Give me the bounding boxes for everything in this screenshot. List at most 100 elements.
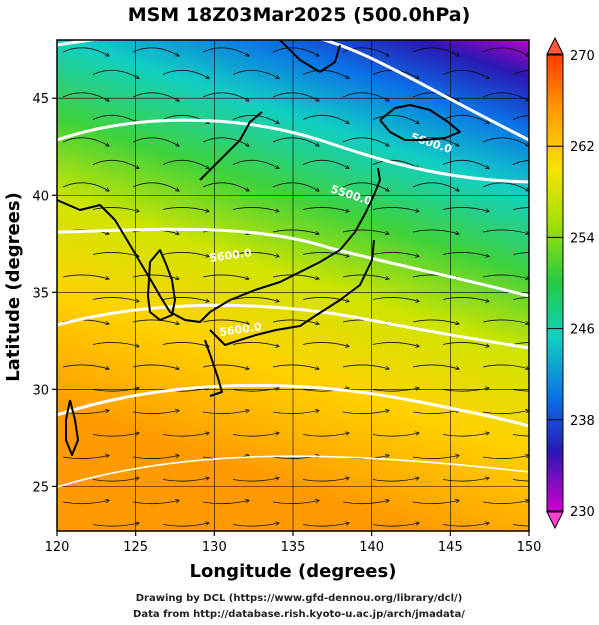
wind-streamline [442,478,489,482]
coastlines [57,40,461,456]
wind-streamline [412,229,459,234]
wind-streamline [302,433,349,437]
wind-streamline [372,388,419,392]
x-tick-label: 140 [359,540,384,555]
wind-streamline [92,297,139,301]
wind-streamline [412,92,459,101]
x-axis: 120 125 130 135 140 145 150 [45,531,542,555]
wind-streamline [482,182,529,191]
wind-streamline [302,114,349,123]
wind-streamline [482,274,529,279]
wind-streamline [482,410,529,415]
wind-streamline [302,207,349,211]
wind-streamline [62,137,109,146]
y-axis: 25 30 35 40 45 [32,92,57,495]
wind-streamlines [62,47,529,527]
wind-streamline [202,137,249,146]
colorbar: 270 262 254 246 238 230 [546,36,595,530]
wind-streamline [132,500,179,505]
wind-streamline [132,410,179,415]
wind-streamline [202,92,249,101]
wind-streamline [442,114,489,123]
y-axis-title: Latitude (degrees) [3,192,24,382]
wind-streamline [232,159,279,168]
wind-streamline [372,207,419,211]
colorbar-tick-label: 246 [570,323,595,338]
y-tick-label: 25 [32,480,49,495]
kyushu-coast [204,339,223,397]
wind-streamline [342,47,389,56]
wind-streamline [482,229,529,234]
footer-credit-data: Data from http://database.rish.kyoto-u.a… [133,609,465,620]
wind-streamline [512,252,529,255]
wind-streamline [512,434,529,437]
wind-streamline [302,388,349,392]
wind-streamline [302,159,349,168]
x-tick-label: 150 [517,540,542,555]
wind-streamline [202,364,249,369]
wind-streamline [162,523,209,527]
x-axis-title: Longitude (degrees) [190,561,397,582]
wind-streamline [442,69,489,78]
contour-line [57,383,529,428]
colorbar-bar [546,54,564,512]
wind-streamline [92,159,139,168]
wind-streamline [302,342,349,346]
colorbar-min-arrow [546,511,564,530]
contour-label: 5600.0 [219,320,263,339]
wind-streamline [232,478,279,482]
x-tick-label: 120 [45,540,70,555]
wind-streamline [512,160,529,165]
colorbar-tick-label: 270 [570,49,595,64]
wind-streamline [342,137,389,146]
wind-streamline [272,229,319,234]
wind-streamline [162,159,209,168]
wind-streamline [372,159,419,168]
wind-streamline [232,388,279,392]
wind-streamline [92,342,139,346]
coastline-north [279,40,341,73]
wind-streamline [342,410,389,415]
wind-streamline [442,297,489,301]
colorbar-ticks: 270 262 254 246 238 230 [547,49,595,520]
wind-streamline [512,70,529,75]
wind-streamline [162,252,209,256]
wind-streamline [302,297,349,301]
wind-streamline [232,297,279,301]
wind-streamline [272,92,319,101]
contour-line [57,118,529,184]
wind-streamline [482,500,529,505]
wind-streamline [62,274,109,279]
wind-streamline [342,92,389,101]
honshu-coast [209,167,381,313]
wind-streamline [342,182,389,191]
x-tick-label: 135 [281,540,306,555]
wind-streamline [202,319,249,324]
wind-streamline [202,410,249,415]
x-tick-label: 145 [438,540,463,555]
wind-streamline [512,389,529,392]
wind-streamline [442,433,489,437]
wind-streamline [132,182,179,191]
colorbar-tick-label: 254 [570,231,595,246]
y-tick-label: 45 [32,92,49,107]
wind-streamline [412,410,459,415]
wind-streamline [482,455,529,460]
wind-streamline [442,342,489,346]
wind-streamline [92,207,139,211]
wind-streamline [272,182,319,191]
wind-streamline [372,433,419,437]
coastline-continent [57,199,211,323]
wind-streamline [372,478,419,482]
wind-streamline [272,364,319,369]
wind-streamline [342,500,389,505]
wind-streamline [342,364,389,369]
plot-area: 5600.0 5500.0 5600.0 5600.0 [56,39,530,532]
wind-streamline [202,47,249,56]
wind-streamline [202,274,249,279]
wind-streamline [372,523,419,527]
wind-streamline [62,47,109,56]
wind-streamline [62,92,109,101]
wind-streamline [232,252,279,256]
wind-streamline [92,69,139,78]
